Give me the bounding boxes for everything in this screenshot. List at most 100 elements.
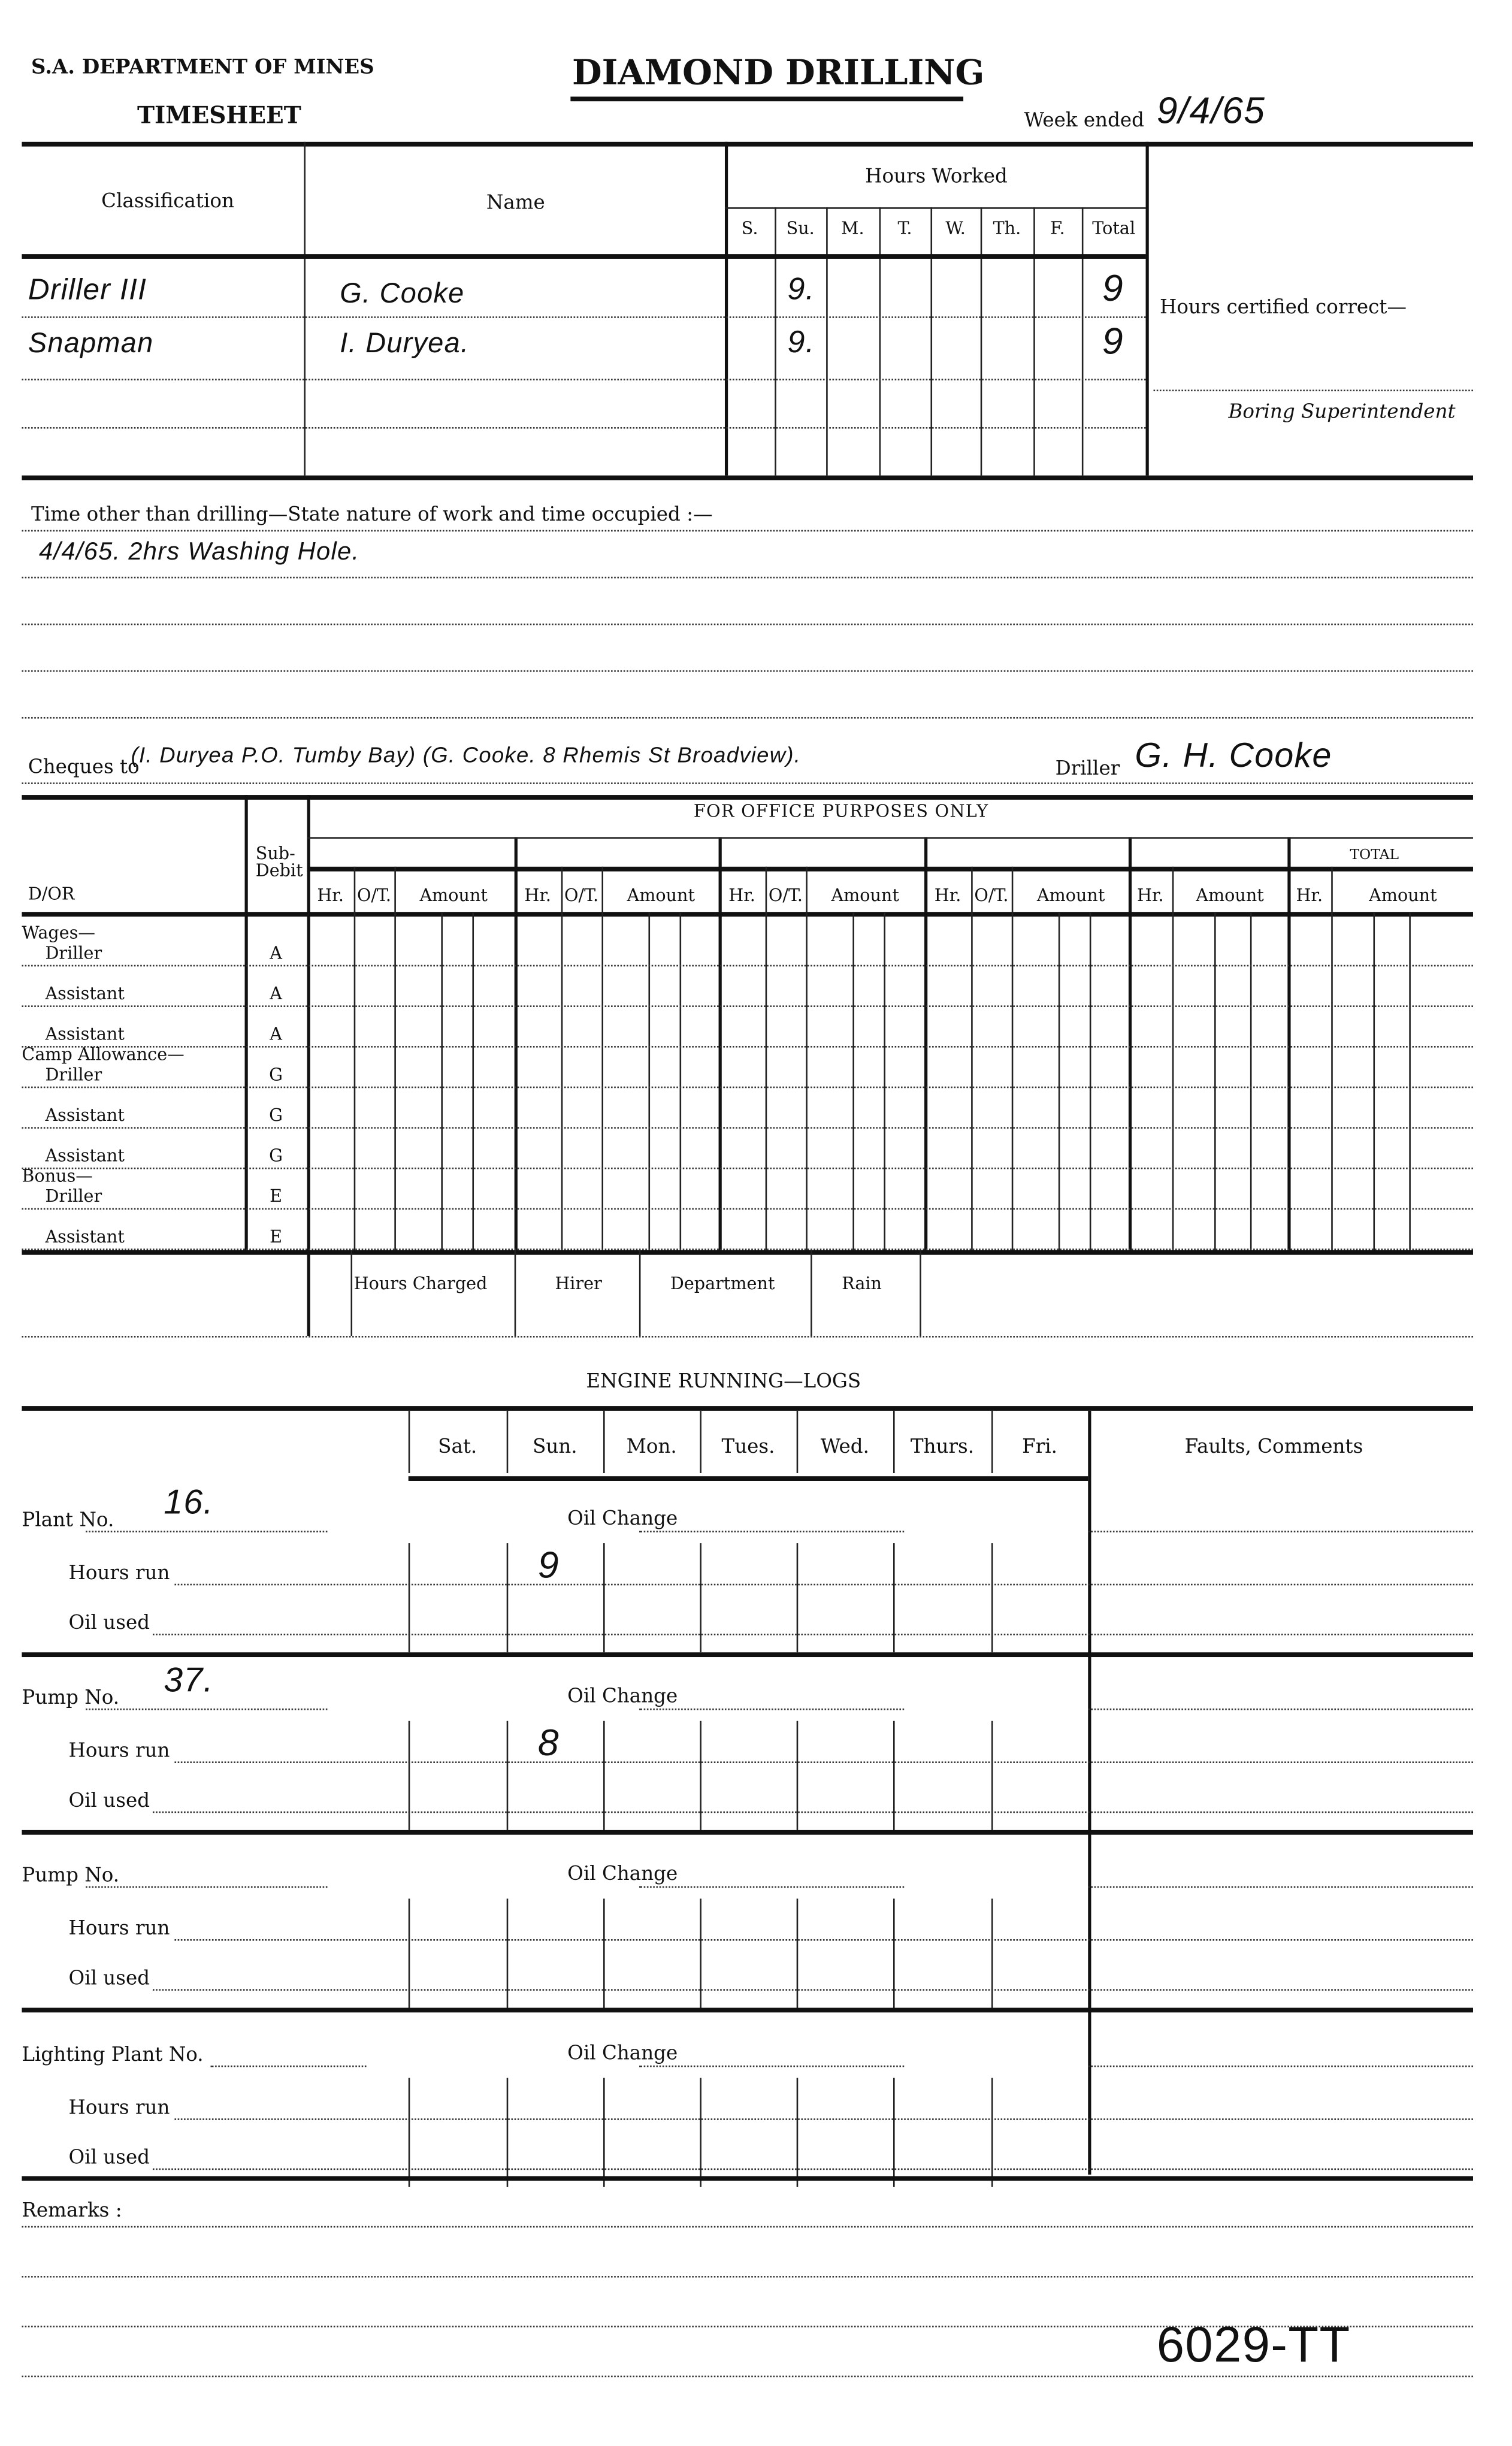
classification-row-2[interactable]: Snapman (28, 327, 154, 359)
amount-header: Amount (831, 885, 899, 906)
rule-line (22, 2375, 1473, 2378)
name-row-1[interactable]: G. Cooke (340, 277, 465, 309)
hr-header: Hr. (317, 885, 344, 906)
day-header-s: S. (741, 218, 758, 239)
oil-change-label: Oil Change (567, 1861, 678, 1885)
sunday-hours-run[interactable]: 8 (537, 1722, 560, 1765)
column-line (1373, 912, 1375, 1250)
other-time-label: Time other than drilling—State nature of… (31, 501, 713, 525)
engine-number[interactable]: 37. (164, 1660, 214, 1700)
amount-header: Amount (1036, 885, 1105, 906)
column-line (350, 1250, 353, 1336)
sub-debit-code: E (270, 1186, 283, 1207)
column-line (765, 866, 767, 1250)
ot-header: O/T. (768, 885, 803, 906)
engine-day-header: Sun. (533, 1434, 577, 1458)
total-hours-row-2[interactable]: 9 (1102, 321, 1124, 364)
hours-run-label: Hours run (68, 2095, 170, 2119)
column-line (806, 866, 808, 1250)
column-line (991, 1543, 993, 1653)
engine-number[interactable]: 16. (164, 1482, 214, 1522)
rule-line (22, 2226, 1473, 2228)
rule-line (22, 2176, 1473, 2181)
engine-day-header: Sat. (438, 1434, 477, 1458)
rule-line (22, 2007, 1473, 2013)
column-line (1088, 1410, 1091, 2175)
department-name: S.A. DEPARTMENT OF MINES (31, 56, 374, 80)
rule-line (22, 141, 1473, 147)
column-line (506, 1543, 509, 1653)
rule-line (153, 2168, 1473, 2170)
rule-line (22, 254, 1146, 259)
column-line (394, 866, 396, 1250)
engine-section-label: Lighting Plant No. (22, 2042, 204, 2066)
column-line (408, 1898, 410, 2008)
sunday-hours-row-2[interactable]: 9. (787, 325, 815, 361)
column-line (1058, 912, 1060, 1250)
office-group-label: Bonus— (22, 1166, 93, 1187)
engine-day-header: Thurs. (910, 1434, 975, 1458)
rule-line (1088, 1531, 1473, 1532)
rule-line (22, 1167, 1473, 1169)
rule-line (22, 1248, 1473, 1250)
name-row-2[interactable]: I. Duryea. (340, 327, 470, 359)
column-line (1172, 866, 1174, 1250)
engine-day-header: Wed. (820, 1434, 869, 1458)
rule-line (22, 1652, 1473, 1658)
column-line (991, 1410, 993, 1473)
rule-line (86, 1531, 328, 1532)
column-line (603, 1898, 605, 2008)
column-line (1128, 837, 1132, 1250)
column-line (1011, 866, 1014, 1250)
rule-line (22, 716, 1473, 719)
column-line (408, 1543, 410, 1653)
rule-line (22, 912, 1473, 917)
column-line (991, 2078, 993, 2187)
hirer-label: Hirer (555, 1273, 602, 1294)
day-header-t: T. (897, 218, 912, 239)
rule-line (153, 1989, 1473, 1991)
sunday-hours-run[interactable]: 9 (537, 1544, 560, 1587)
cheques-value[interactable]: (I. Duryea P.O. Tumby Bay) (G. Cooke. 8 … (131, 742, 802, 767)
faults-comments-header: Faults, Comments (1184, 1434, 1363, 1458)
rule-line (22, 623, 1473, 625)
total-header: TOTAL (1350, 848, 1399, 864)
sub-debit-code: G (269, 1065, 283, 1086)
column-line (811, 1250, 812, 1336)
form-number: 6029-TT (1156, 2316, 1351, 2373)
total-hours-row-1[interactable]: 9 (1102, 268, 1124, 310)
rule-line (174, 2118, 1473, 2120)
rule-line (174, 1939, 1473, 1941)
dor-label: D/OR (28, 884, 75, 905)
hours-run-label: Hours run (68, 1738, 170, 1762)
rule-line (22, 1406, 1473, 1411)
column-line (441, 912, 443, 1250)
other-time-entry[interactable]: 4/4/65. 2hrs Washing Hole. (39, 539, 360, 566)
rule-line (307, 866, 1473, 872)
column-line (506, 1721, 509, 1830)
office-row-label: Assistant (45, 1105, 125, 1126)
rule-line (22, 316, 1146, 318)
column-line (603, 1543, 605, 1653)
rule-line (724, 207, 1146, 209)
rule-line (22, 1250, 1473, 1255)
ot-header: O/T. (974, 885, 1009, 906)
column-line (893, 1898, 895, 2008)
column-line (1033, 207, 1035, 476)
column-line (244, 795, 248, 1250)
day-header-total: Total (1092, 218, 1136, 239)
rule-line (174, 1583, 1473, 1586)
classification-row-1[interactable]: Driller III (28, 274, 147, 307)
hr-header: Hr. (1137, 885, 1164, 906)
week-ended-value[interactable]: 9/4/65 (1156, 90, 1266, 133)
form-title: DIAMOND DRILLING (571, 53, 985, 94)
engine-day-header: Mon. (626, 1434, 677, 1458)
rule-line (86, 1886, 328, 1888)
sunday-hours-row-1[interactable]: 9. (787, 273, 815, 307)
office-group-label: Camp Allowance— (22, 1044, 185, 1065)
column-line (506, 2078, 509, 2187)
remarks-label: Remarks : (22, 2197, 122, 2221)
column-line (601, 866, 604, 1250)
rule-line (22, 2326, 1473, 2327)
